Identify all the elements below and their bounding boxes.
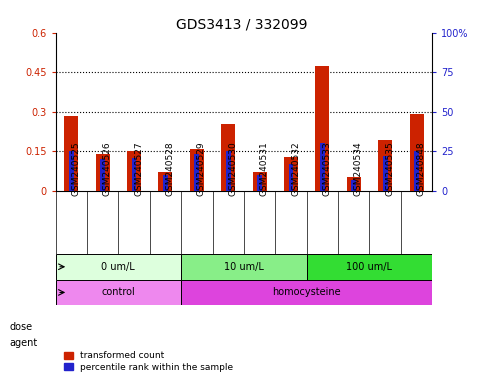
Bar bbox=[315, 66, 329, 191]
Bar bbox=[132, 157, 136, 191]
Bar bbox=[257, 175, 262, 191]
Text: GSM240534: GSM240534 bbox=[354, 141, 363, 196]
Text: GSM240532: GSM240532 bbox=[291, 141, 300, 196]
Bar bbox=[221, 124, 235, 191]
Text: GSM240530: GSM240530 bbox=[228, 141, 237, 196]
Bar bbox=[320, 143, 325, 191]
Bar bbox=[226, 151, 230, 191]
Bar bbox=[253, 172, 267, 191]
Bar bbox=[69, 151, 73, 191]
Text: GSM240528: GSM240528 bbox=[165, 141, 174, 196]
Bar bbox=[163, 175, 168, 191]
Bar bbox=[378, 140, 392, 191]
Text: GDS3413 / 332099: GDS3413 / 332099 bbox=[176, 17, 307, 31]
Text: 100 um/L: 100 um/L bbox=[346, 262, 393, 272]
Bar bbox=[352, 180, 356, 191]
Bar bbox=[410, 114, 424, 191]
Bar bbox=[56, 280, 181, 305]
Bar bbox=[96, 154, 110, 191]
Text: GSM240535: GSM240535 bbox=[385, 141, 394, 196]
Text: dose: dose bbox=[10, 322, 33, 332]
Bar bbox=[181, 280, 432, 305]
Text: GSM240529: GSM240529 bbox=[197, 141, 206, 196]
Bar bbox=[158, 172, 172, 191]
Legend: transformed count, percentile rank within the sample: transformed count, percentile rank withi… bbox=[60, 348, 237, 376]
Bar bbox=[347, 177, 361, 191]
Bar bbox=[190, 149, 204, 191]
Bar bbox=[195, 154, 199, 191]
Bar bbox=[284, 157, 298, 191]
Text: GSM240848: GSM240848 bbox=[416, 141, 426, 196]
Bar bbox=[181, 254, 307, 280]
Bar bbox=[289, 164, 293, 191]
Bar bbox=[307, 254, 432, 280]
Text: 0 um/L: 0 um/L bbox=[101, 262, 135, 272]
Bar bbox=[414, 151, 419, 191]
Bar bbox=[127, 151, 141, 191]
Bar bbox=[100, 159, 105, 191]
Text: 10 um/L: 10 um/L bbox=[224, 262, 264, 272]
Text: GSM240531: GSM240531 bbox=[260, 141, 269, 196]
Bar bbox=[56, 254, 181, 280]
Text: agent: agent bbox=[10, 338, 38, 348]
Text: GSM240525: GSM240525 bbox=[71, 141, 80, 196]
Text: GSM240527: GSM240527 bbox=[134, 141, 143, 196]
Bar bbox=[383, 156, 387, 191]
Text: homocysteine: homocysteine bbox=[272, 288, 341, 298]
Text: GSM240526: GSM240526 bbox=[103, 141, 112, 196]
Text: control: control bbox=[101, 288, 135, 298]
Text: GSM240533: GSM240533 bbox=[323, 141, 331, 196]
Bar bbox=[64, 116, 78, 191]
